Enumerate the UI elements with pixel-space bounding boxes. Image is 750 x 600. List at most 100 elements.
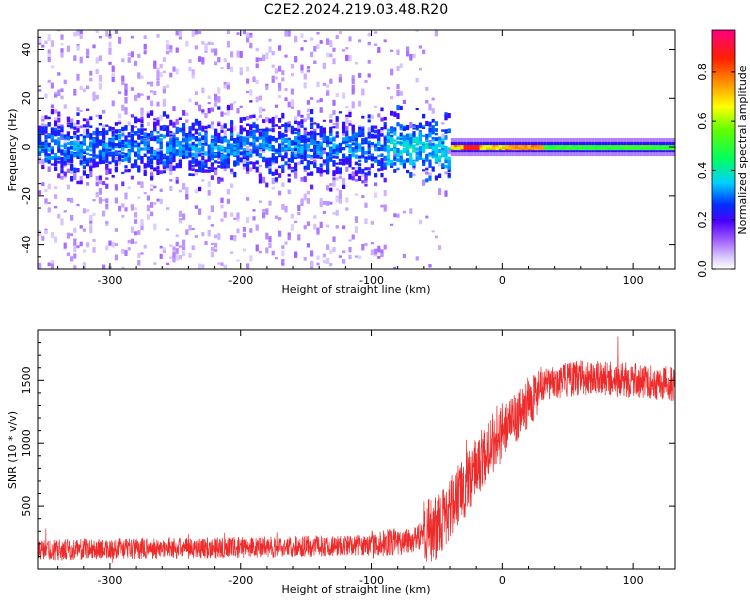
spectrogram-cell xyxy=(348,247,352,253)
spectrogram-cell xyxy=(364,159,368,162)
x-tick-label: 0 xyxy=(499,574,506,587)
spectrogram-cell xyxy=(172,165,176,171)
spectrogram-cell xyxy=(134,60,138,66)
spectrogram-cell xyxy=(233,151,237,156)
spectrogram-cell xyxy=(479,149,483,153)
spectrogram-cell xyxy=(166,158,170,165)
spectrogram-cell xyxy=(89,157,93,163)
spectrogram-cell xyxy=(214,234,218,239)
spectrogram-cell xyxy=(354,170,358,174)
spectrogram-cell xyxy=(41,126,45,133)
spectrogram-cell xyxy=(617,152,621,157)
spectrogram-cell xyxy=(396,167,400,171)
spectrogram-cell xyxy=(265,160,269,165)
spectrogram-cell xyxy=(105,169,109,175)
spectrogram-cell xyxy=(300,119,304,125)
spectrogram-cell xyxy=(66,154,70,160)
spectrogram-cell xyxy=(274,169,278,176)
spectrogram-cell xyxy=(220,262,224,266)
spectrogram-cell xyxy=(79,85,83,91)
spectrogram-cell xyxy=(89,116,93,121)
spectrogram-cell xyxy=(150,173,154,179)
spectrogram-cell xyxy=(137,181,141,185)
spectrogram-cell xyxy=(639,149,643,153)
spectrogram-cell xyxy=(162,170,166,174)
spectrogram-cell xyxy=(146,214,150,220)
spectrogram-cell xyxy=(214,168,218,175)
spectrogram-cell xyxy=(415,139,419,145)
spectrogram-cell xyxy=(214,161,218,164)
spectrogram-cell xyxy=(146,160,150,163)
spectrogram-cell xyxy=(607,143,611,148)
spectrogram-cell xyxy=(444,114,448,121)
spectrogram-cell xyxy=(383,189,387,197)
spectrogram-cell xyxy=(361,128,365,132)
spectrogram-cell xyxy=(185,145,189,151)
spectrogram-cell xyxy=(92,130,96,135)
spectrogram-cell xyxy=(239,105,243,108)
spectrogram-cell xyxy=(198,120,202,127)
spectrogram-cell xyxy=(313,122,317,125)
spectrogram-cell xyxy=(201,109,205,113)
spectrogram-cell xyxy=(124,85,128,92)
spectrogram-cell xyxy=(566,149,570,153)
spectrogram-cell xyxy=(140,119,144,124)
spectrogram-cell xyxy=(242,137,246,142)
spectrogram-cell xyxy=(473,149,477,153)
spectrogram-cell xyxy=(127,57,131,63)
spectrogram-cell xyxy=(322,210,326,214)
spectrogram-cell xyxy=(268,118,272,124)
spectrogram-cell xyxy=(569,149,573,153)
spectrogram-cell xyxy=(146,162,150,168)
spectrogram-cell xyxy=(594,138,598,142)
spectrogram-cell xyxy=(111,151,115,155)
spectrogram-cell xyxy=(214,242,218,248)
spectrogram-cell xyxy=(242,160,246,163)
spectrogram-cell xyxy=(217,262,221,265)
spectrogram-cell xyxy=(153,223,157,230)
spectrogram-cell xyxy=(153,167,157,171)
spectrogram-cell xyxy=(594,152,598,157)
spectrogram-cell xyxy=(255,124,259,130)
spectrogram-cell xyxy=(76,168,80,173)
spectrogram-cell xyxy=(246,37,250,43)
spectrogram-cell xyxy=(239,141,243,145)
spectrogram-cell xyxy=(642,143,646,148)
spectrogram-cell xyxy=(409,172,413,178)
spectrogram-cell xyxy=(354,154,358,159)
spectrogram-cell xyxy=(63,139,67,145)
spectrogram-cell xyxy=(588,138,592,142)
spectrogram-cell xyxy=(310,125,314,128)
spectrogram-cell xyxy=(114,30,118,34)
spectrogram-cell xyxy=(422,158,426,162)
spectrogram-cell xyxy=(306,163,310,170)
spectrogram-cell xyxy=(534,141,538,146)
spectrogram-cell xyxy=(47,147,51,152)
spectrogram-cell xyxy=(44,134,48,140)
spectrogram-cell xyxy=(617,143,621,148)
spectrogram-cell xyxy=(175,241,179,247)
spectrogram-cell xyxy=(86,152,90,156)
spectrogram-cell xyxy=(377,159,381,164)
spectrogram-cell xyxy=(294,153,298,158)
spectrogram-cell xyxy=(575,149,579,153)
spectrogram-cell xyxy=(361,130,365,136)
spectrogram-cell xyxy=(89,77,93,82)
spectrogram-cell xyxy=(508,138,512,142)
spectrogram-cell xyxy=(505,152,509,157)
colorbar-tick-label: 0.0 xyxy=(696,260,709,278)
spectrogram-cell xyxy=(169,45,173,53)
spectrogram-y-label: Frequency (Hz) xyxy=(6,109,19,192)
spectrogram-cell xyxy=(57,173,61,178)
spectrogram-cell xyxy=(329,126,333,130)
spectrogram-cell xyxy=(511,138,515,142)
spectrogram-cell xyxy=(178,254,182,260)
spectrogram-cell xyxy=(290,147,294,152)
spectrogram-cell xyxy=(345,125,349,133)
spectrogram-cell xyxy=(143,169,147,172)
spectrogram-cell xyxy=(230,127,234,132)
spectrogram-cell xyxy=(73,136,77,139)
spectrogram-cell xyxy=(649,141,653,146)
spectrogram-cell xyxy=(89,149,93,152)
spectrogram-cell xyxy=(428,127,432,133)
